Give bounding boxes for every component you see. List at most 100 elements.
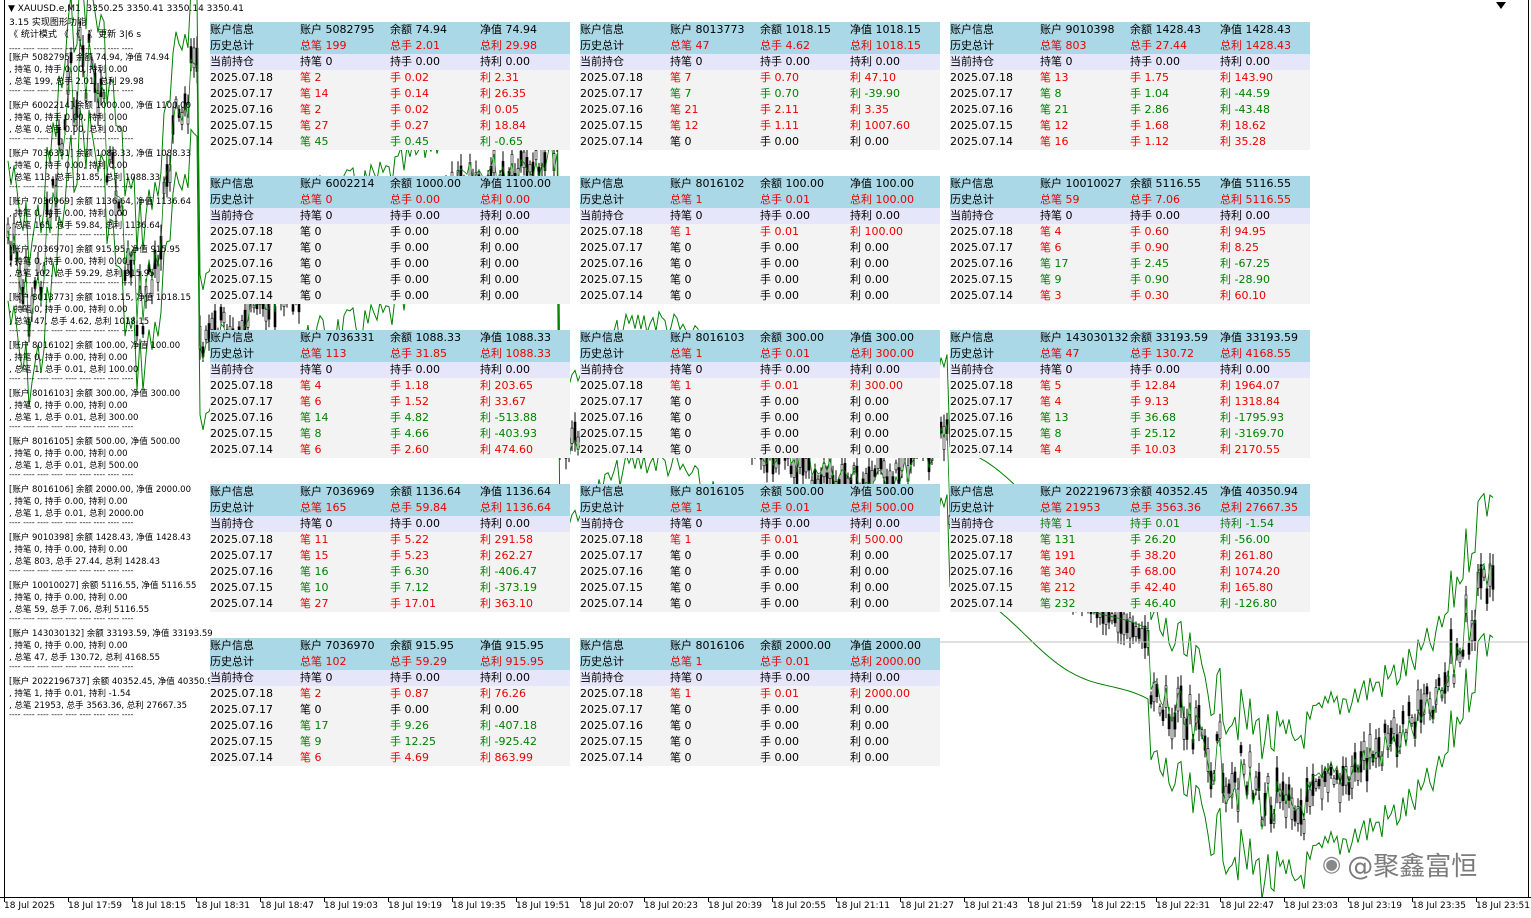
panel-cell: 手 42.40	[1130, 581, 1176, 594]
panel-day-row: 2025.07.15 笔 0 手 0.00 利 0.00	[210, 272, 570, 288]
account-panel-8016105: 账户信息 账户 8016105 余额 500.00 净值 500.00 历史总计 总笔 1…	[580, 484, 940, 612]
panel-cell: 2025.07.16	[210, 719, 273, 732]
candle-body	[1128, 617, 1132, 639]
panel-cell: 2025.07.18	[580, 71, 643, 84]
panel-cell: 净值 5116.55	[1220, 177, 1291, 190]
panel-day-row: 2025.07.14 笔 3 手 0.30 利 60.10	[950, 288, 1310, 304]
time-tick	[708, 898, 709, 902]
panel-cell: 账户信息	[950, 177, 994, 190]
candle-body	[1488, 563, 1492, 587]
candle-body	[1335, 770, 1339, 780]
panel-cell: 2025.07.15	[950, 119, 1013, 132]
panel-cell: 利 291.58	[480, 533, 533, 546]
panel-history-row: 历史总计 总笔 59 总手 7.06 总利 5116.55	[950, 192, 1310, 208]
time-label: 18 Jul 18:15	[132, 901, 186, 911]
panel-day-row: 2025.07.18 笔 1 手 0.01 利 2000.00	[580, 686, 940, 702]
panel-cell: 手 0.00	[760, 135, 799, 148]
candle-body	[54, 185, 58, 210]
watermark: ◉ @聚鑫富恒	[1322, 846, 1477, 883]
panel-cell: 历史总计	[580, 347, 624, 360]
panel-cell: 手 0.00	[760, 257, 799, 270]
panel-cell: 账户 10010027	[1040, 177, 1122, 190]
panel-cell: 账户 143030132	[1040, 331, 1129, 344]
panel-cell: 历史总计	[950, 39, 994, 52]
panel-day-row: 2025.07.15 笔 0 手 0.00 利 0.00	[580, 734, 940, 750]
panel-cell: 笔 0	[670, 565, 692, 578]
account-summary-line: [账户 7036970] 余额 915.95, 净值 915.95	[9, 245, 181, 255]
panel-day-row: 2025.07.15 笔 8 手 25.12 利 -3169.70	[950, 426, 1310, 442]
panel-cell: 2025.07.14	[580, 751, 643, 764]
candle-body	[894, 462, 898, 471]
panel-history-row: 历史总计 总笔 1 总手 0.01 总利 2000.00	[580, 654, 940, 670]
separator: ---- ---- ---- ---- ---- ---- ---- ---- …	[9, 520, 134, 526]
panel-cell: 余额 2000.00	[760, 639, 831, 652]
panel-cell: 余额 1088.33	[390, 331, 461, 344]
time-label: 18 Jul 21:43	[964, 901, 1018, 911]
panel-day-row: 2025.07.18 笔 1 手 0.01 利 100.00	[580, 224, 940, 240]
panel-cell: 利 -56.00	[1220, 533, 1270, 546]
panel-cell: 2025.07.18	[950, 225, 1013, 238]
account-summary-line: [账户 7036331] 余额 1088.33, 净值 1088.33	[9, 149, 191, 159]
account-summary-line: , 总笔 1, 总手 0.01, 总利 2000.00	[9, 509, 144, 519]
panel-day-row: 2025.07.14 笔 27 手 17.01 利 363.10	[210, 596, 570, 612]
candle-body	[1230, 773, 1234, 798]
panel-cell: 持笔 1	[1040, 517, 1073, 530]
panel-cell: 手 2.11	[760, 103, 799, 116]
panel-cell: 利 0.00	[850, 735, 889, 748]
panel-current-row: 当前持仓 持笔 0 持手 0.00 持利 0.00	[950, 362, 1310, 378]
account-summary-line: , 总笔 165, 总手 59.84, 总利 1136.64	[9, 221, 161, 231]
watermark-text: @聚鑫富恒	[1347, 852, 1478, 882]
time-tick	[1284, 898, 1285, 902]
panel-account-row: 账户信息 账户 8016103 余额 300.00 净值 300.00	[580, 330, 940, 346]
panel-cell: 利 0.00	[850, 289, 889, 302]
panel-day-row: 2025.07.16 笔 21 手 2.11 利 3.35	[580, 102, 940, 118]
panel-cell: 2025.07.16	[210, 565, 273, 578]
panel-current-row: 当前持仓 持笔 0 持手 0.00 持利 0.00	[210, 516, 570, 532]
panel-cell: 总手 59.84	[390, 501, 447, 514]
candle-body	[1326, 772, 1330, 793]
panel-cell: 利 -28.90	[1220, 273, 1270, 286]
panel-day-row: 2025.07.14 笔 0 手 0.00 利 0.00	[580, 288, 940, 304]
separator: ---- ---- ---- ---- ---- ---- ---- ---- …	[9, 472, 134, 478]
panel-cell: 账户 8016105	[670, 485, 745, 498]
panel-cell: 手 9.13	[1130, 395, 1169, 408]
panel-cell: 2025.07.14	[950, 597, 1013, 610]
panel-cell: 手 4.66	[390, 427, 429, 440]
panel-day-row: 2025.07.16 笔 0 手 0.00 利 0.00	[580, 718, 940, 734]
candle-body	[1437, 677, 1441, 687]
panel-current-row: 当前持仓 持笔 0 持手 0.00 持利 0.00	[950, 54, 1310, 70]
account-summary-line: , 总笔 0, 总手 0.00, 总利 0.00	[9, 125, 128, 135]
panel-cell: 利 261.80	[1220, 549, 1273, 562]
panel-cell: 余额 1000.00	[390, 177, 461, 190]
panel-cell: 手 0.00	[760, 395, 799, 408]
price-chart[interactable]: ▼ XAUUSD.e,M1 3350.25 3350.41 3350.14 33…	[0, 0, 1531, 897]
collapse-triangle-icon[interactable]	[1496, 2, 1506, 10]
panel-history-row: 历史总计 总笔 1 总手 0.01 总利 500.00	[580, 500, 940, 516]
account-panel-7036970: 账户信息 账户 7036970 余额 915.95 净值 915.95 历史总计 总笔 1…	[210, 638, 570, 766]
account-summary-item: [账户 2022196737] 余额 40352.45, 净值 40350.94…	[9, 676, 218, 724]
panel-cell: 总笔 1	[670, 655, 703, 668]
time-label: 18 Jul 19:51	[516, 901, 570, 911]
panel-cell: 总利 100.00	[850, 193, 914, 206]
panel-cell: 2025.07.18	[210, 71, 273, 84]
panel-history-row: 历史总计 总笔 102 总手 59.29 总利 915.95	[210, 654, 570, 670]
panel-cell: 利 165.80	[1220, 581, 1273, 594]
panel-cell: 2025.07.17	[580, 703, 643, 716]
panel-cell: 2025.07.14	[950, 135, 1013, 148]
candle-body	[1116, 609, 1120, 633]
panel-cell: 笔 2	[300, 687, 322, 700]
candle-body	[183, 93, 187, 110]
panel-cell: 净值 33193.59	[1220, 331, 1298, 344]
panel-cell: 手 0.01	[760, 379, 799, 392]
panel-day-row: 2025.07.18 笔 5 手 12.84 利 1964.07	[950, 378, 1310, 394]
time-tick	[836, 898, 837, 902]
candle-body	[1125, 619, 1129, 633]
account-summary-item: [账户 7036969] 余额 1136.64, 净值 1136.64 , 持笔 …	[9, 196, 209, 244]
panel-account-row: 账户信息 账户 7036331 余额 1088.33 净值 1088.33	[210, 330, 570, 346]
candle-body	[18, 272, 22, 294]
panel-cell: 余额 300.00	[760, 331, 824, 344]
account-summary-item: [账户 8016106] 余额 2000.00, 净值 2000.00 , 持笔 …	[9, 484, 209, 532]
account-summary-line: , 总笔 47, 总手 4.62, 总利 1018.15	[9, 317, 150, 327]
panel-cell: 2025.07.16	[580, 103, 643, 116]
panel-cell: 账户信息	[580, 331, 624, 344]
